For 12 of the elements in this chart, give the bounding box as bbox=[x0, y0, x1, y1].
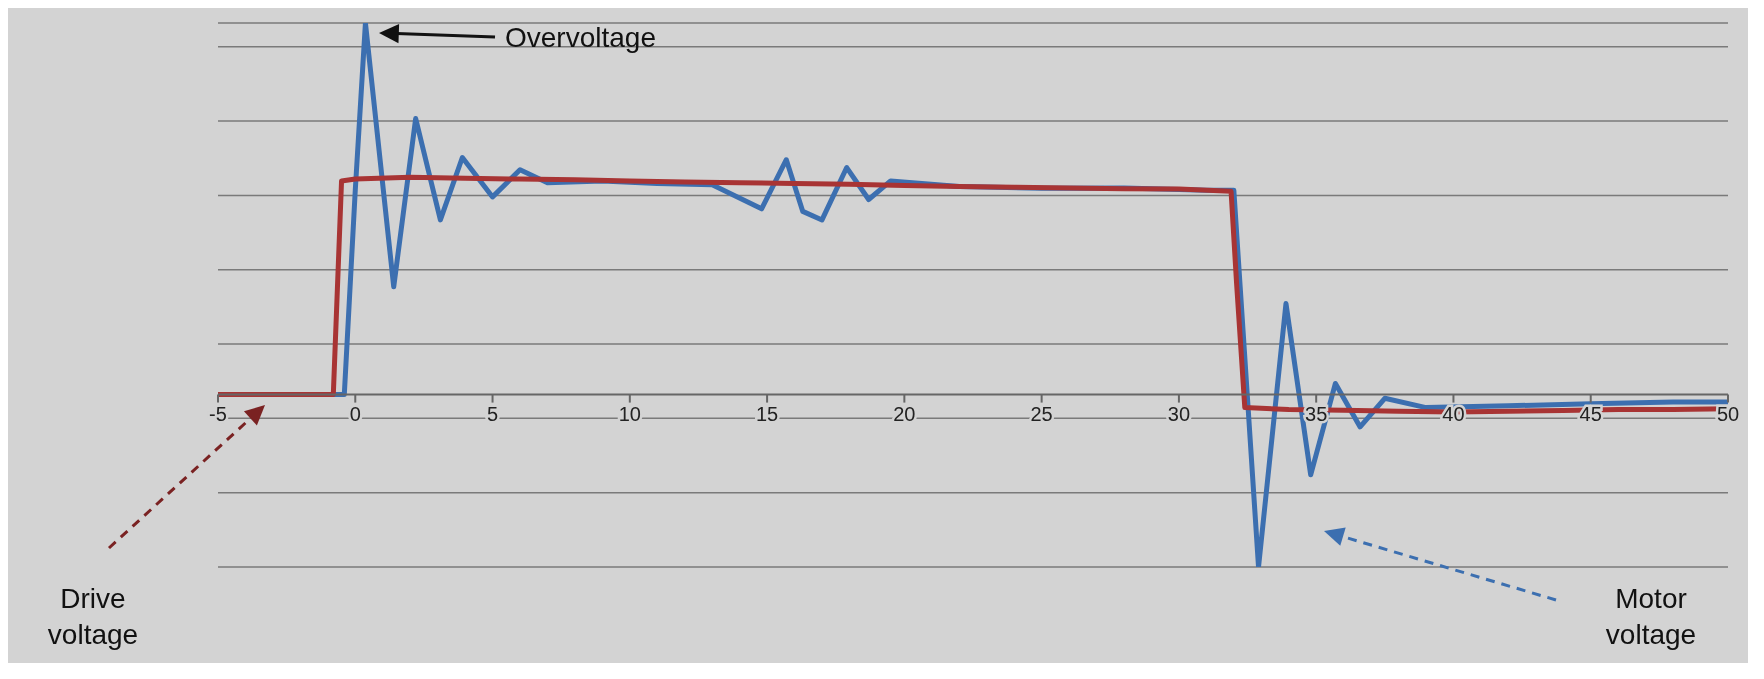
x-tick-label: 20 bbox=[893, 402, 916, 425]
annotation: Overvoltage bbox=[505, 22, 656, 53]
text: Drive voltage bbox=[47, 583, 139, 650]
x-tick-label: 30 bbox=[1167, 402, 1191, 425]
x-tick-label: 0 bbox=[349, 402, 361, 425]
x-tick-label: 50 bbox=[1716, 402, 1740, 425]
text: Motor voltage bbox=[1605, 583, 1697, 650]
x-tick-label: 15 bbox=[755, 402, 779, 425]
x-tick-label: -5 bbox=[209, 402, 227, 425]
x-tick-label: 25 bbox=[1030, 402, 1053, 425]
x-tick-label: 5 bbox=[486, 402, 499, 425]
x-tick-label: 10 bbox=[618, 402, 641, 425]
